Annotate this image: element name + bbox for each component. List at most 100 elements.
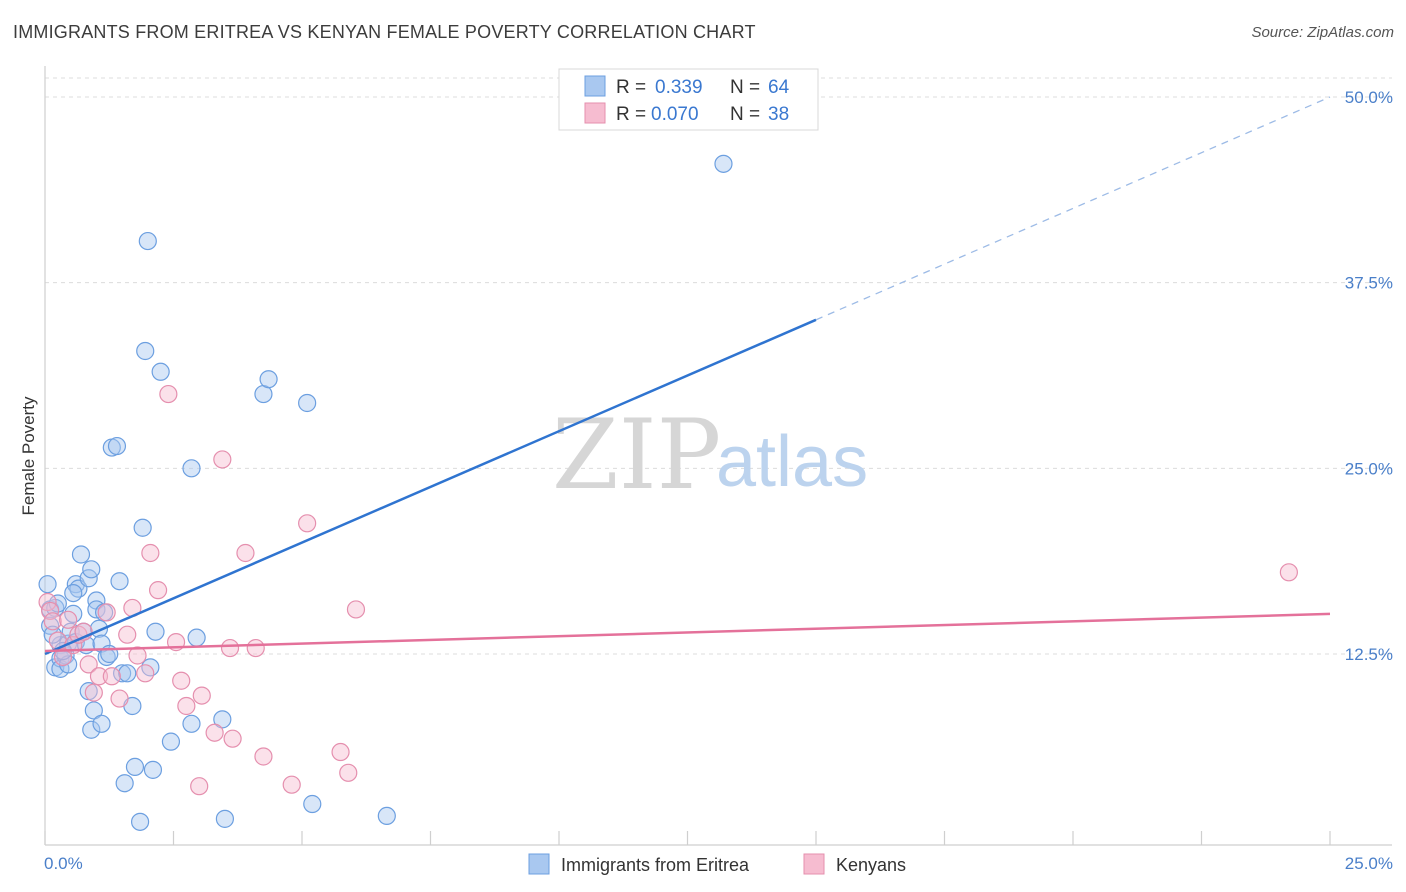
- point-eritrea-50: [187, 628, 206, 647]
- y-tick-label-1: 25.0%: [1345, 459, 1393, 478]
- watermark-zip: ZIP: [552, 399, 721, 511]
- point-kenyans-9: [79, 655, 98, 674]
- trend-lines: [44, 96, 1331, 656]
- point-kenyans-39: [1279, 563, 1298, 582]
- chart-title: IMMIGRANTS FROM ERITREA VS KENYAN FEMALE…: [13, 22, 756, 42]
- point-kenyans-17: [128, 646, 147, 665]
- point-eritrea-0: [38, 575, 57, 594]
- point-kenyans-13: [102, 667, 121, 686]
- source-label: Source: ZipAtlas.com: [1251, 24, 1394, 41]
- point-kenyans-21: [159, 384, 178, 404]
- point-eritrea-41: [136, 341, 155, 361]
- point-kenyans-26: [192, 686, 211, 705]
- point-eritrea-48: [182, 459, 201, 478]
- point-eritrea-58: [714, 154, 733, 173]
- point-eritrea-33: [107, 436, 127, 456]
- point-kenyans-2: [43, 612, 62, 631]
- point-eritrea-55: [298, 393, 317, 413]
- point-eritrea-21: [82, 720, 101, 739]
- axes: [44, 66, 1392, 846]
- y-tick-label-3: 50.0%: [1345, 88, 1393, 107]
- point-eritrea-57: [377, 806, 396, 826]
- point-eritrea-52: [215, 809, 234, 828]
- y-tick-label-0: 12.5%: [1345, 645, 1393, 664]
- point-eritrea-62: [64, 584, 83, 603]
- point-eritrea-22: [82, 560, 101, 579]
- point-eritrea-54: [259, 370, 278, 389]
- point-eritrea-45: [146, 622, 165, 641]
- data-points: [38, 154, 1298, 831]
- legend-n-label-kenyans: N =: [730, 104, 760, 125]
- y-tick-label-2: 37.5%: [1345, 274, 1393, 293]
- top-legend: R = 0.339 N = 64 R = 0.070 N = 38: [558, 68, 819, 131]
- point-kenyans-4: [53, 647, 73, 667]
- legend-swatch-kenyans: [584, 102, 606, 124]
- point-eritrea-28: [92, 714, 111, 733]
- point-kenyans-18: [136, 664, 155, 683]
- point-kenyans-32: [246, 638, 265, 658]
- trend-line-eritrea-extension: [815, 96, 1331, 321]
- point-eritrea-40: [133, 518, 152, 537]
- tick-labels: 12.5% 25.0% 37.5% 50.0% 0.0% 25.0%: [44, 88, 1393, 873]
- point-kenyans-36: [331, 742, 350, 762]
- point-eritrea-35: [112, 664, 132, 683]
- point-kenyans-27: [205, 723, 224, 742]
- point-kenyans-12: [97, 603, 116, 622]
- point-kenyans-38: [346, 600, 366, 619]
- legend-n-label-eritrea: N =: [730, 77, 760, 98]
- point-kenyans-28: [213, 450, 232, 469]
- x-tick-label-1: 25.0%: [1345, 854, 1393, 873]
- point-eritrea-34: [110, 572, 129, 591]
- point-eritrea-47: [161, 732, 181, 751]
- point-kenyans-33: [254, 747, 273, 766]
- point-eritrea-39: [130, 812, 150, 831]
- point-kenyans-37: [339, 763, 358, 782]
- bottom-legend: Immigrants from Eritrea Kenyans: [528, 853, 906, 875]
- legend-r-value-kenyans: 0.070: [651, 104, 699, 125]
- y-axis-label: Female Poverty: [19, 396, 38, 516]
- point-kenyans-24: [177, 696, 196, 716]
- point-kenyans-14: [110, 689, 129, 708]
- x-tick-label-0: 0.0%: [44, 854, 83, 873]
- point-kenyans-15: [118, 625, 137, 644]
- point-kenyans-23: [172, 671, 191, 690]
- point-kenyans-20: [148, 581, 168, 600]
- watermark-atlas: atlas: [716, 422, 868, 502]
- point-kenyans-35: [298, 514, 317, 533]
- point-eritrea-38: [125, 757, 145, 776]
- bottom-legend-swatch-eritrea: [528, 853, 550, 875]
- point-eritrea-12: [64, 604, 83, 623]
- point-kenyans-25: [190, 777, 209, 796]
- legend-n-value-kenyans: 38: [768, 104, 789, 125]
- point-eritrea-49: [182, 714, 201, 733]
- point-eritrea-46: [151, 362, 170, 381]
- point-kenyans-19: [141, 543, 160, 563]
- bottom-legend-swatch-kenyans: [803, 853, 825, 875]
- point-eritrea-36: [115, 774, 134, 793]
- point-eritrea-23: [84, 701, 103, 720]
- point-kenyans-30: [223, 729, 242, 748]
- legend-r-label-eritrea: R =: [616, 77, 646, 98]
- trend-line-eritrea: [44, 318, 817, 656]
- legend-n-value-eritrea: 64: [768, 77, 790, 98]
- point-kenyans-10: [84, 683, 103, 702]
- point-eritrea-44: [143, 760, 163, 779]
- bottom-legend-label-eritrea: Immigrants from Eritrea: [561, 855, 750, 875]
- point-kenyans-11: [89, 667, 109, 686]
- legend-swatch-eritrea: [584, 75, 606, 97]
- point-eritrea-51: [213, 710, 232, 729]
- point-kenyans-5: [59, 610, 78, 629]
- bottom-legend-label-kenyans: Kenyans: [836, 855, 906, 875]
- point-kenyans-1: [41, 601, 60, 621]
- point-eritrea-42: [138, 231, 157, 251]
- point-kenyans-34: [282, 775, 301, 794]
- legend-r-label-kenyans: R =: [616, 104, 646, 125]
- point-eritrea-63: [118, 664, 137, 683]
- point-kenyans-31: [236, 543, 255, 563]
- point-eritrea-43: [141, 658, 160, 677]
- point-eritrea-56: [303, 794, 322, 814]
- point-eritrea-59: [43, 625, 62, 644]
- trend-line-kenyans: [44, 612, 1331, 653]
- point-eritrea-16: [71, 545, 91, 564]
